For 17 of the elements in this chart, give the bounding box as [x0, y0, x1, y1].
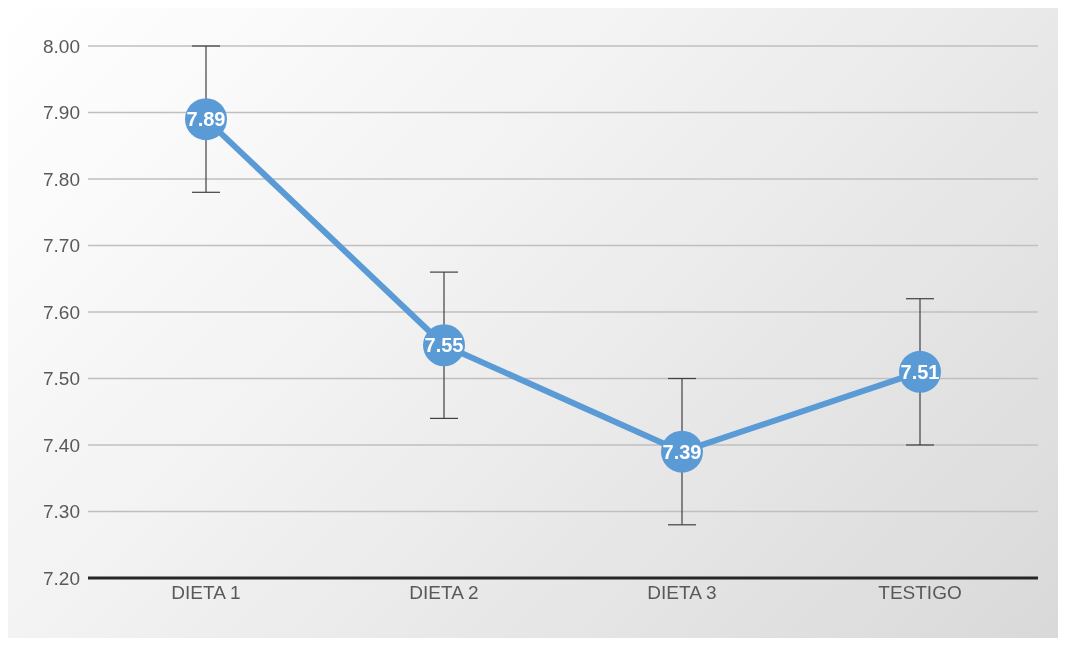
y-tick-label: 7.60 [43, 301, 80, 323]
y-tick-label: 7.30 [43, 501, 80, 523]
x-tick-label: TESTIGO [878, 582, 962, 604]
y-tick-label: 7.70 [43, 235, 80, 257]
y-tick-label: 7.90 [43, 102, 80, 124]
y-tick-label: 7.20 [43, 567, 80, 589]
x-tick-label: DIETA 3 [647, 582, 717, 604]
data-label: 7.89 [186, 108, 226, 131]
x-tick-label: DIETA 1 [171, 582, 241, 604]
y-tick-label: 7.50 [43, 368, 80, 390]
x-tick-label: DIETA 2 [409, 582, 479, 604]
data-label: 7.55 [424, 334, 464, 357]
y-tick-label: 7.40 [43, 434, 80, 456]
data-label: 7.51 [900, 360, 940, 383]
y-tick-label: 7.80 [43, 168, 80, 190]
data-label: 7.39 [662, 440, 702, 463]
y-tick-label: 8.00 [43, 35, 80, 57]
